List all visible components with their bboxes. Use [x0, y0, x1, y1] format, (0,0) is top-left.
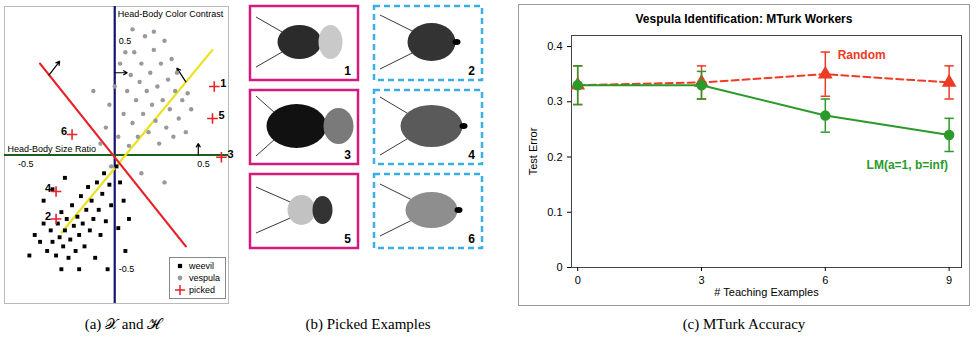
html-text:picked: picked: [189, 285, 215, 295]
svg-text:6: 6: [468, 232, 475, 246]
svg-text:0.5: 0.5: [119, 36, 132, 46]
svg-text:5: 5: [219, 109, 225, 121]
svg-text:9: 9: [946, 274, 952, 286]
svg-text:# Teaching Examples: # Teaching Examples: [714, 286, 819, 298]
svg-text:0.4: 0.4: [547, 40, 562, 52]
svg-text:Head-Body Size Ratio: Head-Body Size Ratio: [8, 144, 97, 154]
svg-text:4: 4: [45, 182, 52, 194]
svg-text:0: 0: [556, 261, 562, 273]
svg-text:0: 0: [575, 274, 581, 286]
svg-text:0.5: 0.5: [197, 159, 210, 169]
html-text:(b) Picked Examples: (b) Picked Examples: [305, 316, 431, 332]
html-text:Vespula Identification: MTurk: Vespula Identification: MTurk Workers: [635, 12, 853, 26]
svg-text:Head-Body Color Contrast: Head-Body Color Contrast: [118, 9, 224, 19]
svg-text:0.2: 0.2: [547, 151, 562, 163]
html-text:(a) 𝒳 and ℋ: (a) 𝒳 and ℋ: [84, 316, 162, 332]
html-text:weevil: weevil: [189, 261, 214, 271]
svg-text:6: 6: [61, 125, 67, 137]
svg-text:0.3: 0.3: [547, 95, 562, 107]
svg-text:3: 3: [227, 148, 233, 160]
svg-text:0.1: 0.1: [547, 206, 562, 218]
svg-text:6: 6: [822, 274, 828, 286]
svg-text:3: 3: [344, 148, 351, 162]
svg-text:-0.5: -0.5: [18, 159, 34, 169]
svg-text:2: 2: [468, 64, 475, 78]
svg-text:Test Error: Test Error: [527, 127, 539, 175]
svg-text:5: 5: [344, 232, 351, 246]
svg-text:3: 3: [698, 274, 704, 286]
svg-text:1: 1: [344, 64, 351, 78]
svg-text:-0.5: -0.5: [119, 264, 135, 274]
svg-text:1: 1: [220, 77, 226, 89]
svg-text:Random: Random: [838, 48, 886, 62]
svg-text:4: 4: [468, 148, 475, 162]
html-text:vespula: vespula: [189, 273, 220, 283]
svg-text:LM(a=1, b=inf): LM(a=1, b=inf): [867, 158, 948, 172]
svg-text:2: 2: [45, 209, 51, 221]
html-text:(c) MTurk Accuracy: (c) MTurk Accuracy: [682, 316, 806, 332]
